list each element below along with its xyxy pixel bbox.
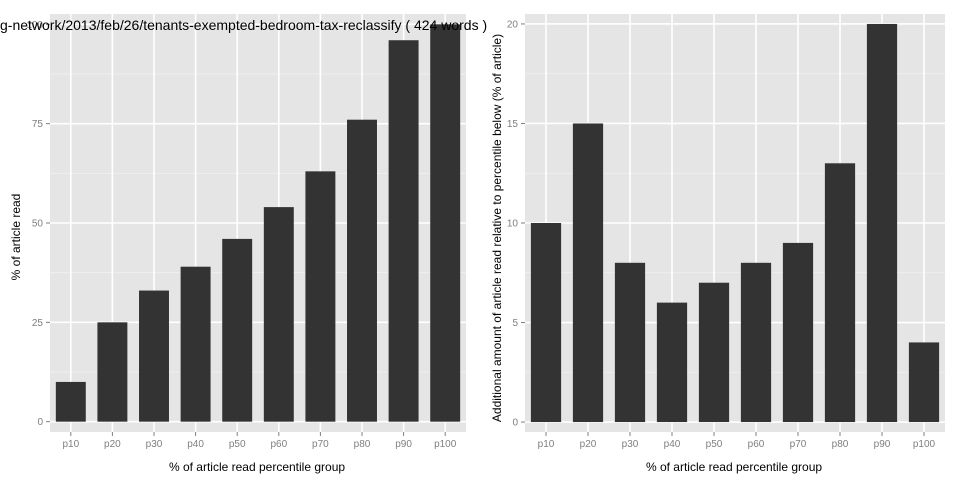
left-chart-y-tick-label: 50 <box>32 219 44 230</box>
right-chart-bar-p100 <box>908 342 940 423</box>
left-chart-bar-p60 <box>263 207 294 422</box>
right-chart-bar-p30 <box>614 262 646 423</box>
right-chart-y-axis-title: Additional amount of article read relati… <box>490 34 504 422</box>
left-chart-bar-p50 <box>222 238 253 422</box>
right-chart-x-tick-label: p70 <box>790 439 807 450</box>
left-chart-y-tick-label: 100 <box>26 20 43 31</box>
left-chart-x-tick-label: p70 <box>312 439 329 450</box>
right-chart-bar-p40 <box>656 302 688 423</box>
left-chart-x-tick-label: p100 <box>434 439 457 450</box>
right-chart-x-tick-label: p50 <box>706 439 723 450</box>
right-chart-x-tick-label: p20 <box>580 439 597 450</box>
right-chart-x-tick-label: p80 <box>832 439 849 450</box>
left-chart-bar-p30 <box>139 290 169 422</box>
left-chart-x-tick-label: p80 <box>354 439 371 450</box>
left-chart-bars <box>55 24 461 422</box>
left-chart-y-axis-title: % of article read <box>9 194 23 281</box>
left-chart-y-ticks: 0 25 50 75 100 <box>26 20 50 428</box>
left-chart-y-tick-label: 0 <box>37 417 43 428</box>
right-chart-x-tick-label: p10 <box>538 439 555 450</box>
right-chart-x-axis-title: % of article read percentile group <box>646 460 822 474</box>
right-chart-x-ticks: p10 p20 p30 p40 p50 p60 p70 p80 p90 p100 <box>538 432 936 450</box>
left-chart-y-tick-label: 25 <box>32 318 44 329</box>
right-chart-bar-p70 <box>782 242 814 423</box>
right-chart: 0 5 10 15 20 p10 p20 p30 p40 p50 p60 p70 p80 p90 p100… <box>490 14 945 474</box>
right-chart-y-tick-label: 0 <box>512 418 518 429</box>
right-chart-y-tick-label: 20 <box>507 19 519 30</box>
left-chart-bar-p40 <box>180 266 211 422</box>
right-chart-bar-p10 <box>530 223 562 423</box>
left-chart-bar-p90 <box>388 40 419 422</box>
left-chart-x-tick-label: p50 <box>229 439 246 450</box>
left-chart-x-tick-label: p10 <box>62 439 79 450</box>
left-chart-bar-p100 <box>430 24 461 422</box>
right-chart-bar-p80 <box>824 163 856 423</box>
right-chart-y-tick-label: 5 <box>512 318 518 329</box>
left-chart-bar-p80 <box>347 119 377 422</box>
left-chart-x-tick-label: p60 <box>270 439 287 450</box>
left-chart-x-ticks: p10 p20 p30 p40 p50 p60 p70 p80 p90 p100 <box>62 432 457 450</box>
right-chart-bar-p50 <box>698 282 730 423</box>
right-chart-x-tick-label: p30 <box>622 439 639 450</box>
left-chart-bar-p20 <box>97 322 128 422</box>
left-chart-x-tick-label: p30 <box>146 439 163 450</box>
right-chart-y-tick-label: 15 <box>507 119 519 130</box>
left-chart-bar-p10 <box>55 381 86 422</box>
left-chart-x-axis-title: % of article read percentile group <box>169 460 345 474</box>
right-chart-x-tick-label: p90 <box>874 439 891 450</box>
right-chart-bar-p90 <box>866 23 898 423</box>
right-chart-bars <box>530 23 940 423</box>
left-chart-bar-p70 <box>305 171 336 422</box>
right-chart-y-tick-label: 10 <box>507 219 519 230</box>
right-chart-y-ticks: 0 5 10 15 20 <box>507 19 525 429</box>
right-chart-x-tick-label: p60 <box>748 439 765 450</box>
left-chart-x-tick-label: p20 <box>104 439 121 450</box>
right-chart-bar-p60 <box>740 262 772 423</box>
left-chart-x-tick-label: p90 <box>395 439 412 450</box>
left-chart-y-tick-label: 75 <box>32 119 44 130</box>
right-chart-x-tick-label: p40 <box>664 439 681 450</box>
right-chart-bar-p20 <box>572 123 604 423</box>
left-chart-title: g-network/2013/feb/26/tenants-exempted-b… <box>0 17 487 33</box>
right-chart-x-tick-label: p100 <box>913 439 936 450</box>
left-chart-x-tick-label: p40 <box>187 439 204 450</box>
